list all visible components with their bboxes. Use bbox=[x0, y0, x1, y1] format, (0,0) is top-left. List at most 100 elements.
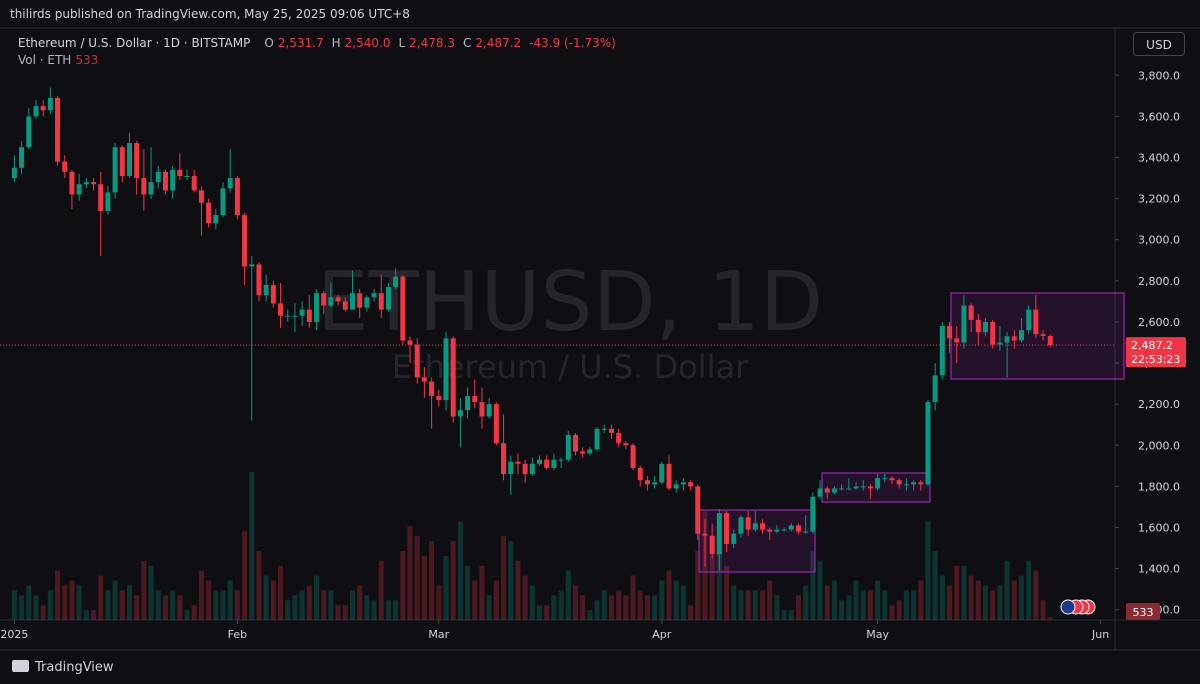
currency-button[interactable]: USD bbox=[1133, 32, 1185, 56]
volume-bar bbox=[652, 595, 658, 620]
candle-body bbox=[544, 459, 550, 468]
volume-bar bbox=[529, 585, 535, 620]
y-tick-label: 1,600.0 bbox=[1138, 522, 1180, 535]
candle-body bbox=[242, 215, 248, 267]
candle-body bbox=[220, 188, 226, 216]
volume-bar bbox=[997, 585, 1003, 620]
candle-body bbox=[810, 496, 816, 532]
volume-bar bbox=[335, 605, 341, 620]
candle-body bbox=[1018, 330, 1024, 341]
candle-body bbox=[846, 488, 852, 490]
volume-bar bbox=[62, 585, 68, 620]
volume-bar bbox=[867, 590, 873, 620]
candle-body bbox=[385, 287, 391, 310]
candle-body bbox=[40, 106, 46, 111]
volume-bar bbox=[364, 595, 370, 620]
candle-body bbox=[623, 443, 629, 446]
volume-bar bbox=[896, 600, 902, 620]
candle-body bbox=[184, 176, 190, 177]
volume-bar bbox=[939, 575, 945, 620]
ohlc-key: H bbox=[331, 36, 341, 50]
candle-body bbox=[170, 169, 176, 191]
candle-body bbox=[479, 402, 485, 417]
candle-body bbox=[932, 375, 938, 403]
candle-body bbox=[515, 461, 521, 464]
volume-bar bbox=[40, 605, 46, 620]
candle-body bbox=[349, 293, 355, 310]
y-tick-label: 2,200.0 bbox=[1138, 398, 1180, 411]
candle-body bbox=[551, 459, 557, 468]
candle-body bbox=[299, 309, 305, 316]
candle-body bbox=[436, 395, 442, 401]
volume-bar bbox=[673, 580, 679, 620]
candle-body bbox=[501, 443, 507, 475]
candle-body bbox=[91, 182, 97, 185]
candle-body bbox=[608, 428, 614, 433]
candle-body bbox=[781, 529, 787, 531]
candle-body bbox=[155, 171, 161, 183]
candle-body bbox=[587, 449, 593, 454]
volume-bar bbox=[134, 595, 140, 620]
candle-body bbox=[767, 529, 773, 532]
candle-body bbox=[263, 284, 269, 296]
volume-bar bbox=[256, 550, 262, 620]
candle-body bbox=[652, 482, 658, 485]
candle-body bbox=[795, 525, 801, 532]
candle-body bbox=[55, 97, 61, 162]
volume-bar bbox=[932, 550, 938, 620]
volume-bar bbox=[162, 595, 168, 620]
candle-body bbox=[105, 192, 111, 211]
candle-body bbox=[26, 116, 32, 148]
volume-bar bbox=[961, 565, 967, 620]
volume-bar bbox=[594, 600, 600, 620]
y-tick-label: 1,400.0 bbox=[1138, 563, 1180, 576]
volume-bar bbox=[119, 590, 125, 620]
ohlc-key: O bbox=[264, 36, 274, 50]
candle-body bbox=[407, 340, 413, 345]
range-box bbox=[950, 292, 1125, 380]
y-tick-label: 3,200.0 bbox=[1138, 193, 1180, 206]
volume-bar bbox=[810, 550, 816, 620]
volume-bar bbox=[206, 580, 212, 620]
x-tick-label: Apr bbox=[652, 628, 672, 641]
candle-body bbox=[702, 533, 708, 536]
volume-bar bbox=[716, 531, 722, 620]
volume-bar bbox=[105, 590, 111, 620]
candle-body bbox=[1047, 335, 1053, 346]
candle-body bbox=[918, 482, 924, 485]
volume-bar bbox=[306, 585, 312, 620]
symbol-row: Ethereum / U.S. Dollar · 1D · BITSTAMP O… bbox=[18, 35, 620, 52]
volume-bar bbox=[148, 565, 154, 620]
volume-bar bbox=[407, 526, 413, 620]
volume-bar bbox=[1033, 570, 1039, 620]
candle-body bbox=[450, 338, 456, 417]
volume-bar bbox=[385, 600, 391, 620]
candle-body bbox=[882, 478, 888, 480]
volume-bar bbox=[680, 585, 686, 620]
candle-body bbox=[788, 525, 794, 530]
volume-bar bbox=[601, 590, 607, 620]
candle-body bbox=[76, 184, 82, 195]
y-tick-label: 3,600.0 bbox=[1138, 110, 1180, 123]
volume-bar bbox=[393, 600, 399, 620]
volume-bar bbox=[551, 595, 557, 620]
candle-body bbox=[594, 428, 600, 450]
candle-body bbox=[342, 301, 348, 310]
volume-bar bbox=[659, 580, 665, 620]
volume-bar bbox=[26, 585, 32, 620]
candle-body bbox=[644, 480, 650, 485]
volume-bar bbox=[191, 605, 197, 620]
x-tick-label: Feb bbox=[228, 628, 247, 641]
candle-body bbox=[911, 482, 917, 485]
volume-bar bbox=[767, 580, 773, 620]
candle-body bbox=[19, 147, 25, 168]
volume-bar bbox=[522, 575, 528, 620]
volume-bar bbox=[839, 600, 845, 620]
last-price-box bbox=[1126, 337, 1186, 368]
volume-bar bbox=[378, 560, 384, 620]
volume-bar bbox=[752, 590, 758, 620]
y-tick-label: 3,400.0 bbox=[1138, 152, 1180, 165]
volume-bar bbox=[400, 550, 406, 620]
volume-bar bbox=[644, 595, 650, 620]
volume-last-box bbox=[1126, 603, 1160, 620]
